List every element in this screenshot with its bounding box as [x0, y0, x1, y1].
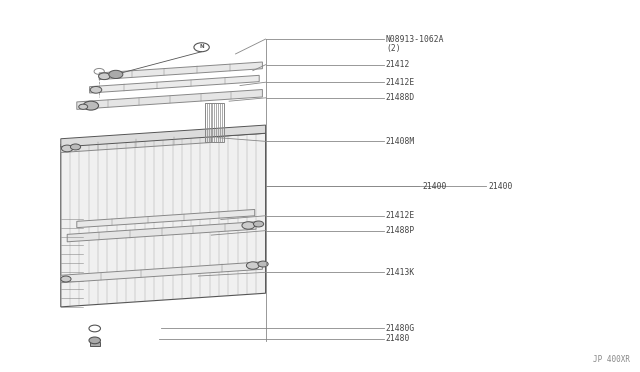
Polygon shape — [61, 262, 262, 283]
Circle shape — [258, 261, 268, 267]
Text: 21412E: 21412E — [386, 78, 415, 87]
Text: 21480G: 21480G — [386, 324, 415, 333]
Text: N08913-1062A: N08913-1062A — [386, 35, 444, 44]
Circle shape — [99, 73, 110, 80]
Text: N: N — [200, 44, 205, 49]
Circle shape — [90, 87, 102, 93]
Text: JP 400XR: JP 400XR — [593, 355, 630, 364]
Polygon shape — [77, 90, 262, 109]
Polygon shape — [61, 125, 266, 147]
Polygon shape — [90, 76, 259, 93]
Polygon shape — [77, 209, 255, 228]
Circle shape — [79, 104, 88, 109]
Circle shape — [83, 101, 99, 110]
Text: 21412E: 21412E — [386, 211, 415, 220]
Circle shape — [61, 145, 73, 152]
Text: 21488D: 21488D — [386, 93, 415, 102]
Text: 21480: 21480 — [386, 334, 410, 343]
Polygon shape — [61, 134, 211, 153]
Circle shape — [89, 337, 100, 344]
Circle shape — [246, 262, 259, 269]
Polygon shape — [99, 62, 262, 80]
Text: 21413K: 21413K — [386, 268, 415, 277]
Circle shape — [61, 276, 71, 282]
FancyBboxPatch shape — [90, 342, 100, 346]
Polygon shape — [61, 133, 266, 307]
Text: 21400: 21400 — [488, 182, 513, 190]
Text: (2): (2) — [386, 44, 401, 53]
Circle shape — [253, 221, 264, 227]
Text: 21400: 21400 — [422, 182, 447, 190]
Polygon shape — [67, 222, 256, 242]
Circle shape — [70, 144, 81, 150]
Text: 21412: 21412 — [386, 60, 410, 69]
Circle shape — [109, 70, 123, 78]
Text: 21408M: 21408M — [386, 137, 415, 146]
Circle shape — [242, 222, 255, 229]
Text: 21488P: 21488P — [386, 226, 415, 235]
